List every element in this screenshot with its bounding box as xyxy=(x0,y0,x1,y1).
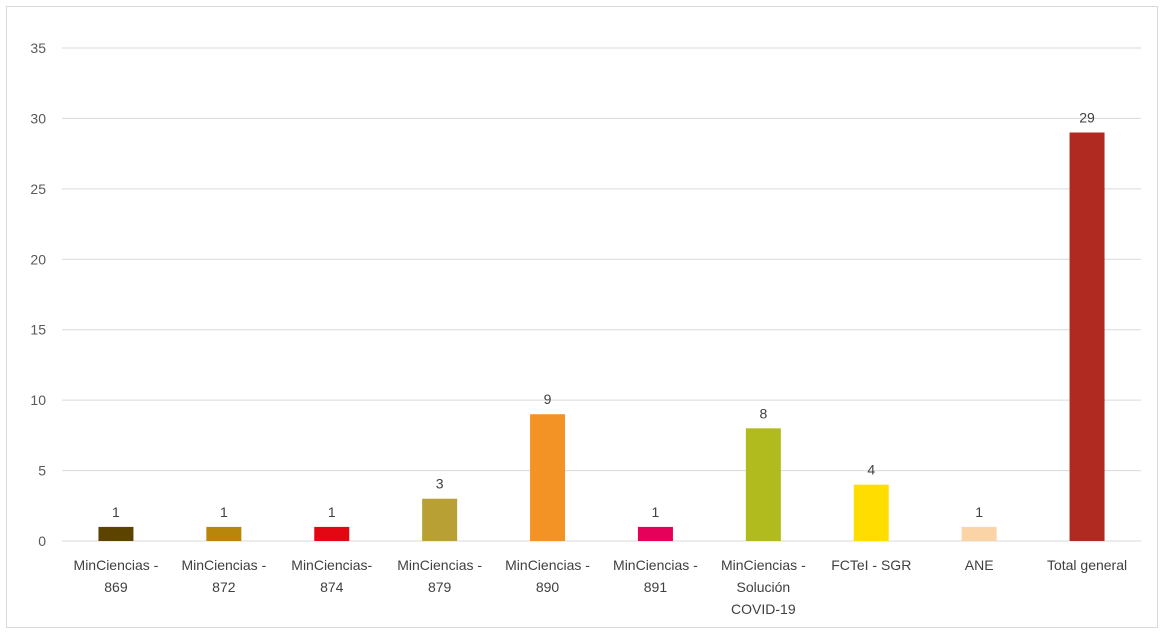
y-tick-label: 0 xyxy=(38,533,46,549)
data-label: 1 xyxy=(652,504,660,520)
bar xyxy=(637,526,673,541)
data-label: 3 xyxy=(436,476,444,492)
y-tick-label: 35 xyxy=(30,40,46,56)
bar xyxy=(530,414,566,541)
y-tick-label: 15 xyxy=(30,322,46,338)
x-tick-label: MinCiencias - xyxy=(721,557,806,573)
x-tick-label: 872 xyxy=(212,579,236,595)
chart-frame xyxy=(6,6,1158,628)
x-tick-label: Total general xyxy=(1047,557,1127,573)
x-tick-label: 874 xyxy=(320,579,344,595)
x-tick-label: ANE xyxy=(965,557,994,573)
data-label: 8 xyxy=(759,405,767,421)
x-tick-label: FCTeI - SGR xyxy=(831,557,911,573)
y-tick-label: 30 xyxy=(30,110,46,126)
bar xyxy=(853,484,889,541)
y-tick-label: 10 xyxy=(30,392,46,408)
data-label: 4 xyxy=(867,462,875,478)
data-label: 1 xyxy=(975,504,983,520)
x-tick-label: COVID-19 xyxy=(731,601,796,617)
data-label: 1 xyxy=(328,504,336,520)
x-tick-label: 890 xyxy=(536,579,560,595)
x-tick-label: MinCiencias - xyxy=(613,557,698,573)
bar xyxy=(98,526,134,541)
bar xyxy=(961,526,997,541)
x-tick-label: MinCiencias - xyxy=(74,557,159,573)
x-tick-label: MinCiencias - xyxy=(397,557,482,573)
x-tick-label: 891 xyxy=(644,579,668,595)
x-tick-label: 869 xyxy=(104,579,128,595)
y-tick-label: 20 xyxy=(30,251,46,267)
data-label: 29 xyxy=(1079,110,1095,126)
bar xyxy=(206,526,242,541)
bar xyxy=(422,498,458,541)
bar xyxy=(1069,132,1105,541)
data-label: 1 xyxy=(220,504,228,520)
data-label: 1 xyxy=(112,504,120,520)
x-tick-label: MinCiencias - xyxy=(181,557,266,573)
y-tick-label: 5 xyxy=(38,463,46,479)
bar xyxy=(745,428,781,541)
x-tick-label: MinCiencias- xyxy=(291,557,372,573)
x-tick-label: MinCiencias - xyxy=(505,557,590,573)
x-tick-label: 879 xyxy=(428,579,452,595)
y-tick-label: 25 xyxy=(30,181,46,197)
x-tick-label: Solución xyxy=(736,579,790,595)
bar xyxy=(314,526,350,541)
data-label: 9 xyxy=(544,391,552,407)
